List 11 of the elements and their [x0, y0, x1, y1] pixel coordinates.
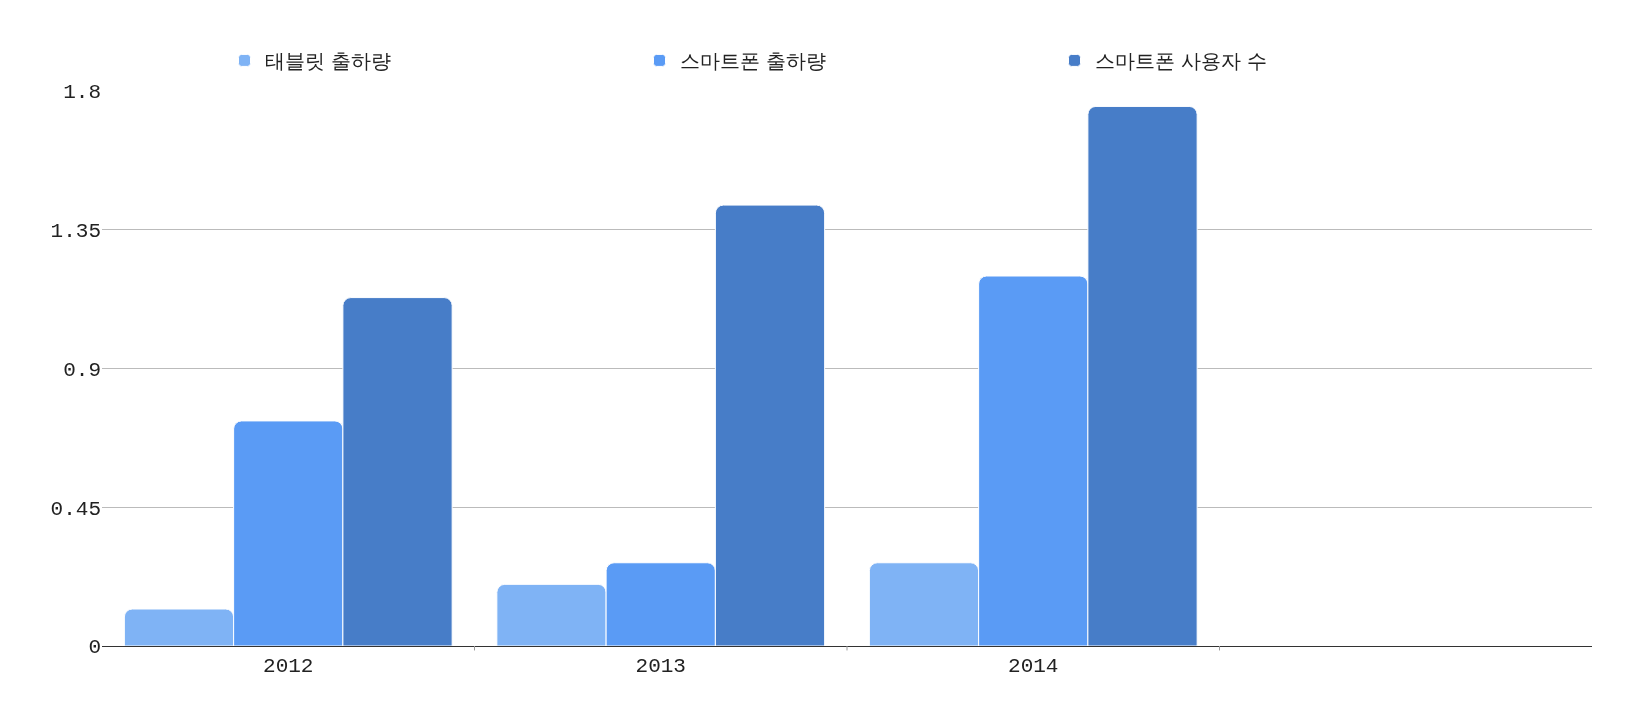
x-tick-label: 2013: [635, 655, 686, 679]
legend-label: 스마트폰 출하량: [679, 49, 826, 74]
y-tick-label: 0: [88, 636, 101, 660]
legend-label: 스마트폰 사용자 수: [1094, 49, 1268, 74]
y-tick-label: 1.35: [50, 220, 101, 244]
y-tick-label: 0.9: [63, 358, 101, 382]
legend-label: 태블릿 출하량: [264, 49, 391, 74]
y-tick-label: 1.8: [63, 81, 101, 105]
x-tick-label: 2014: [1008, 655, 1059, 679]
y-tick-label: 0.45: [50, 497, 101, 521]
x-tick-label: 2012: [263, 655, 314, 679]
